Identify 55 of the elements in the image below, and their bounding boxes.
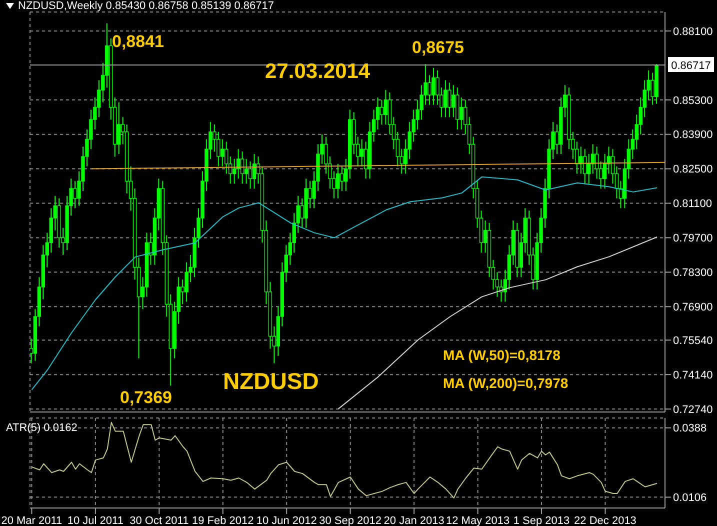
y-tick-label: 0.78300 <box>673 267 713 280</box>
candlestick <box>340 166 344 192</box>
y-tick-label: 0.82500 <box>673 164 713 176</box>
chart-title: ATR(5) 0.0162 <box>6 422 78 434</box>
candlestick <box>428 74 432 106</box>
y-tick-label: 0.75540 <box>673 335 713 348</box>
y-tick-label: 0.0388 <box>673 422 707 435</box>
candlestick <box>336 163 340 199</box>
y-tick-label: 0.72740 <box>673 404 713 416</box>
ref-line-label: 0.86717 <box>671 60 711 72</box>
y-tick-label: 0.83900 <box>673 129 713 142</box>
line-series <box>338 236 658 410</box>
annotation: NZDUSD <box>223 368 319 395</box>
annotation: 27.03.2014 <box>265 60 370 84</box>
x-tick-label: 10 Jul 2011 <box>67 514 124 526</box>
y-tick-label: 0.0106 <box>673 492 707 504</box>
x-tick-label: 22 Dec 2013 <box>574 514 636 526</box>
candlestick <box>224 141 228 174</box>
y-tick-label: 0.76900 <box>673 302 713 314</box>
chart-title: NZDUSD,Weekly 0.85430 0.86758 0.85139 0.86717 <box>18 0 274 12</box>
candlestick <box>460 96 464 130</box>
annotation: 0,8675 <box>412 38 464 58</box>
annotation: 0,8841 <box>112 32 164 52</box>
y-tick-label: 0.79700 <box>673 232 713 245</box>
annotation: MA (W,50)=0,8178 <box>443 347 560 363</box>
candlestick <box>116 102 121 155</box>
x-tick-label: 30 Sep 2012 <box>319 514 382 526</box>
candlestick <box>360 138 364 167</box>
x-tick-label: 30 Oct 2011 <box>130 514 189 526</box>
candlestick <box>384 90 388 125</box>
y-tick-label: 0.85300 <box>673 94 713 107</box>
candlestick <box>244 158 248 184</box>
candlestick <box>232 158 236 184</box>
x-tick-label: 10 Jun 2012 <box>256 514 317 526</box>
line-series <box>31 176 658 390</box>
candlestick <box>583 148 587 184</box>
annotation: 0,7369 <box>120 388 172 408</box>
candlestick <box>444 80 448 118</box>
candlestick <box>220 138 224 167</box>
annotation: MA (W,200)=0,7978 <box>443 375 568 391</box>
candlestick <box>380 99 384 125</box>
candlestick <box>248 160 252 189</box>
x-tick-label: 20 Jan 2013 <box>384 514 444 526</box>
x-tick-label: 1 Sep 2013 <box>513 514 570 526</box>
candlestick <box>452 84 456 118</box>
x-tick-label: 12 May 2013 <box>446 514 510 526</box>
y-tick-label: 0.81100 <box>673 198 712 210</box>
candlestick <box>586 154 591 184</box>
y-tick-label: 0.88100 <box>673 26 713 38</box>
y-tick-label: 0.74140 <box>673 369 713 382</box>
candlestick <box>448 82 452 118</box>
candlestick <box>432 67 436 106</box>
x-tick-label: 20 Mar 2011 <box>1 514 62 526</box>
x-tick-label: 19 Feb 2012 <box>192 514 254 526</box>
candlestick <box>73 180 77 209</box>
